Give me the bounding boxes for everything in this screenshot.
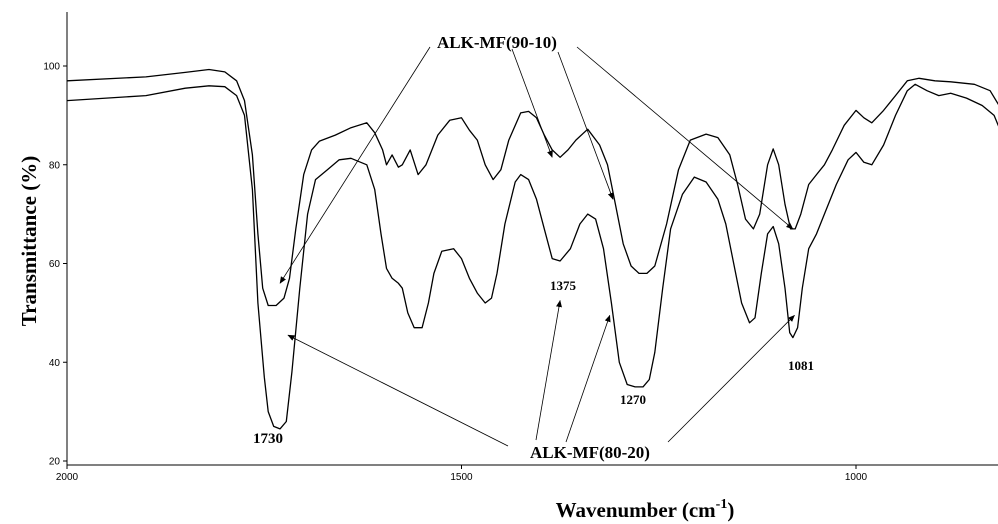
- y-tick-label-80: 80: [49, 160, 61, 171]
- x-axis-title-main: Wavenumber (cm: [556, 498, 717, 522]
- peak-label-1730: 1730: [253, 431, 283, 447]
- series-layer: [66, 68, 998, 430]
- arrow-top-to-1308: [557, 51, 614, 200]
- y-tick-label-40: 40: [49, 358, 61, 369]
- y-axis-title: Transmittance (%): [17, 156, 41, 327]
- y-tick-label-60: 60: [49, 259, 61, 270]
- peak-label-1270: 1270: [620, 392, 646, 407]
- arrow-bottom-to-1312: [565, 314, 611, 443]
- arrow-top-to-1385: [511, 48, 553, 158]
- x-tick-label-1500: 1500: [450, 472, 473, 483]
- y-tick-label-100: 100: [43, 62, 60, 73]
- series-line-alk-mf-90-10: [66, 68, 998, 307]
- arrow-bottom-to-1720: [287, 334, 509, 447]
- y-ticks: 20 40 60 80 100: [43, 62, 67, 468]
- annotation-arrows: [279, 46, 795, 447]
- label-alk-mf-80-20: ALK-MF(80-20): [530, 443, 650, 462]
- x-ticks: 2000 1500 1000: [56, 465, 868, 483]
- x-axis-title-superscript: -1: [716, 497, 728, 512]
- x-tick-label-2000: 2000: [56, 472, 79, 483]
- x-axis-title: Wavenumber (cm-1): [556, 497, 735, 522]
- x-tick-label-1000: 1000: [845, 472, 868, 483]
- arrow-bottom-to-1078: [667, 314, 795, 443]
- y-tick-label-20: 20: [49, 457, 61, 468]
- series-line-alk-mf-80-20: [66, 83, 998, 430]
- arrow-bottom-to-1375: [535, 300, 562, 441]
- arrow-top-to-1080: [576, 46, 794, 230]
- label-alk-mf-90-10: ALK-MF(90-10): [437, 33, 557, 52]
- peak-label-1081: 1081: [788, 358, 814, 373]
- x-axis-title-close: ): [727, 498, 734, 522]
- peak-label-1375: 1375: [550, 278, 577, 293]
- arrow-top-to-1730: [279, 46, 431, 284]
